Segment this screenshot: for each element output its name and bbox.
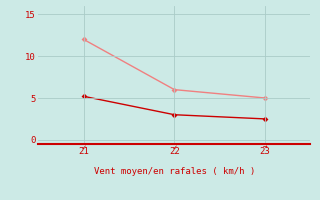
Text: ↙: ↙ <box>81 142 86 151</box>
Text: →: → <box>263 142 268 151</box>
X-axis label: Vent moyen/en rafales ( km/h ): Vent moyen/en rafales ( km/h ) <box>94 167 255 176</box>
Text: ↙: ↙ <box>172 142 177 151</box>
